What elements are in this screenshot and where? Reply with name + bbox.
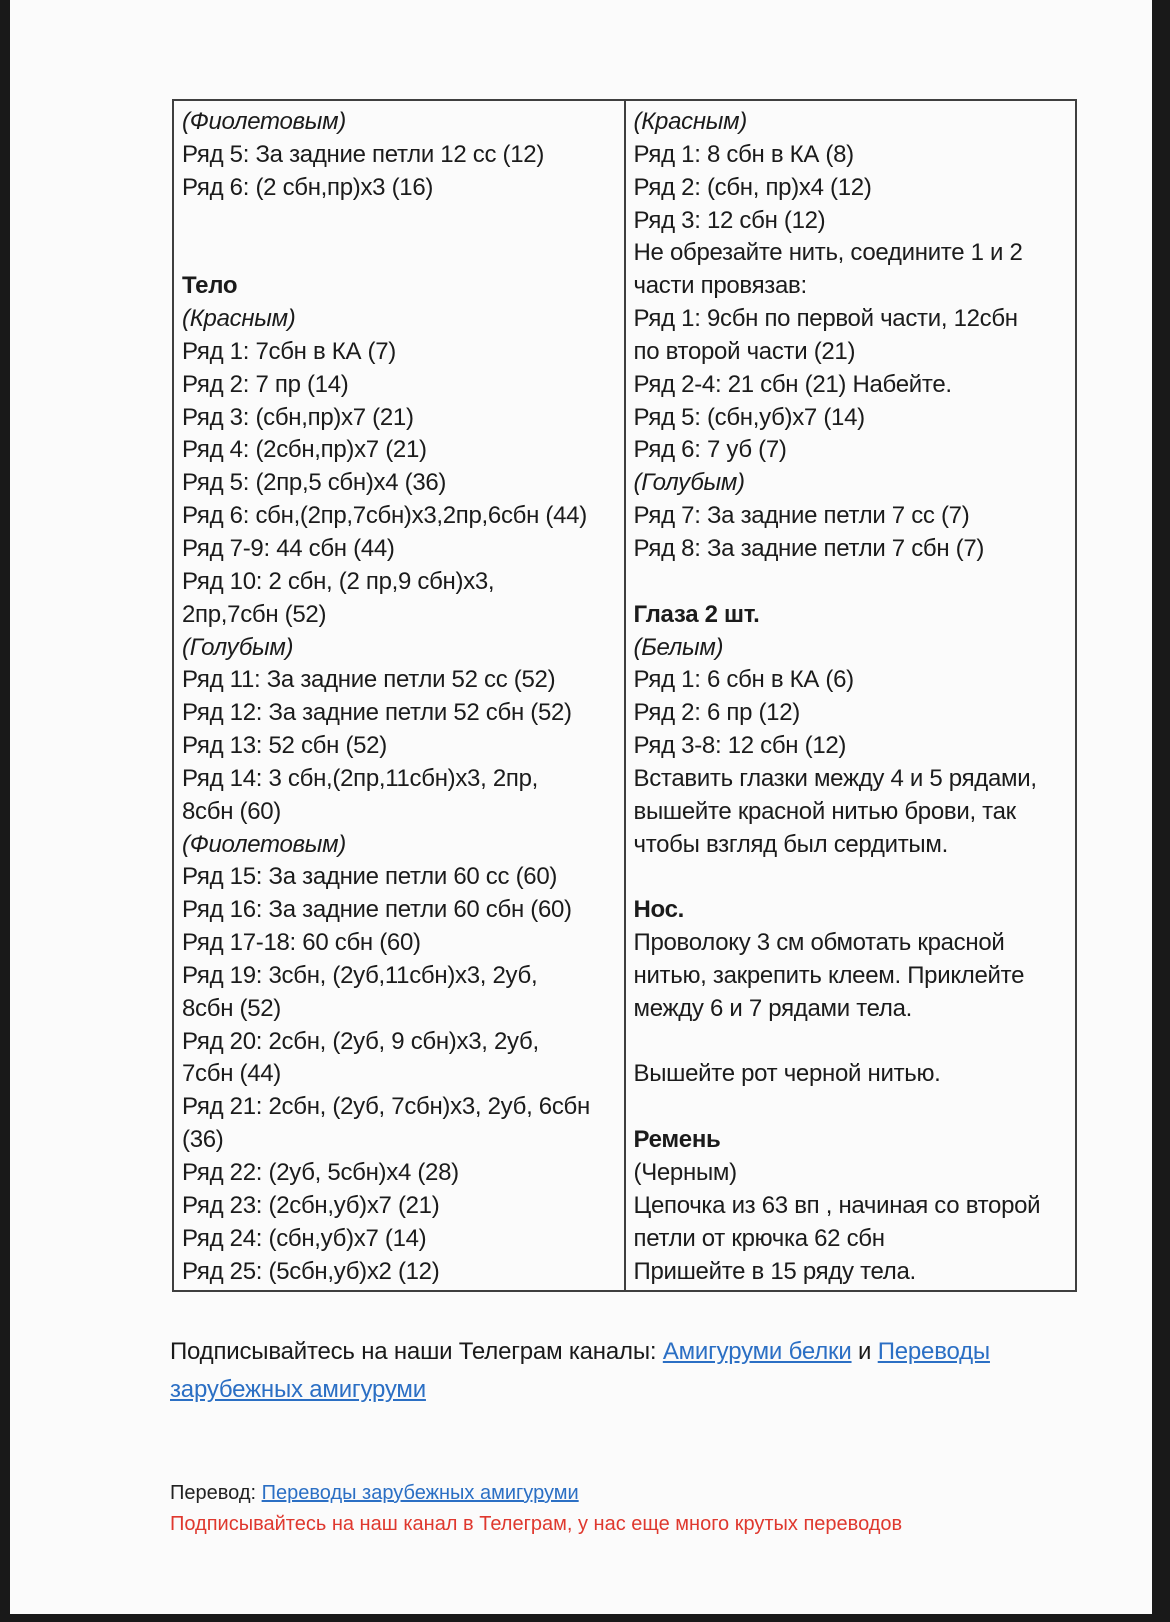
pattern-line: (Красным) (182, 305, 296, 333)
footer-subscribe-text: Подписывайтесь на наши Телеграм каналы: (170, 1338, 663, 1365)
translation-label: Перевод: (170, 1482, 262, 1504)
pattern-line: Ряд 21: 2сбн, (2уб, 7сбн)х3, 2уб, 6сбн (182, 1093, 590, 1121)
pattern-line: Ряд 3: (сбн,пр)х7 (21) (182, 403, 414, 431)
pattern-line: Глаза 2 шт. (633, 600, 760, 628)
pattern-line: Ряд 10: 2 сбн, (2 пр,9 сбн)х3, (182, 567, 495, 595)
pattern-line: Не обрезайте нить, соедините 1 и 2 (633, 239, 1023, 267)
pattern-line: (Голубым) (633, 469, 746, 497)
promo-text: Подписывайтесь на наш канал в Телеграм, … (170, 1513, 903, 1535)
pattern-table-left-cell: (Фиолетовым) Ряд 5: За задние петли 12 с… (174, 101, 624, 1290)
left-edge-bar (0, 0, 10, 1622)
pattern-line: Ряд 23: (2сбн,уб)х7 (21) (182, 1191, 440, 1219)
pattern-line: (Белым) (633, 633, 724, 661)
pattern-line: чтобы взгляд был сердитым. (633, 830, 949, 858)
pattern-line: 8сбн (60) (182, 797, 281, 825)
pattern-line: (Фиолетовым) (182, 108, 346, 135)
pattern-line (182, 205, 620, 238)
pattern-line: Ряд 25: (5сбн,уб)х2 (12) (182, 1257, 440, 1285)
pattern-line: Вставить глазки между 4 и 5 рядами, (633, 764, 1038, 792)
pattern-line: Ряд 2: 6 пр (12) (633, 699, 801, 727)
pattern-line: Ряд 7: За задние петли 7 сс (7) (633, 502, 970, 530)
pattern-line: Ряд 6: 7 уб (7) (633, 436, 787, 464)
pattern-line: по второй части (21) (633, 337, 856, 365)
pattern-line: петли от крючка 62 сбн (633, 1224, 886, 1252)
translation-line: Перевод: Переводы зарубежных амигуруми (170, 1480, 579, 1506)
pattern-line (634, 861, 1072, 894)
pattern-table: (Фиолетовым) Ряд 5: За задние петли 12 с… (172, 99, 1077, 1292)
pattern-line: Ряд 3-8: 12 сбн (12) (633, 732, 847, 760)
pattern-line: Ряд 22: (2уб, 5сбн)х4 (28) (182, 1159, 459, 1186)
pattern-line: Ряд 6: сбн,(2пр,7сбн)х3,2пр,6сбн (44) (182, 502, 587, 530)
footer-subscribe-line: Подписывайтесь на наши Телеграм каналы: … (170, 1333, 1032, 1409)
pattern-line: Ряд 1: 7сбн в КА (7) (182, 337, 396, 365)
pattern-line: вышейте красной нитью брови, так (633, 797, 1017, 825)
pattern-line: Ряд 15: За задние петли 60 сс (60) (182, 863, 558, 891)
pattern-line: (Голубым) (182, 633, 294, 661)
pattern-line: 8сбн (52) (182, 994, 281, 1022)
pattern-line: Ряд 24: (сбн,уб)х7 (14) (182, 1224, 427, 1252)
pattern-line: Ряд 8: За задние петли 7 сбн (7) (633, 534, 985, 562)
pattern-line: Ряд 12: За задние петли 52 сбн (52) (182, 699, 572, 727)
pattern-line (634, 1026, 1072, 1059)
pattern-line: Ряд 2: (сбн, пр)х4 (12) (633, 173, 872, 201)
pattern-line: Ряд 1: 8 сбн в КА (8) (633, 140, 855, 168)
pattern-line: Цепочка из 63 вп , начиная со второй (633, 1191, 1041, 1219)
pattern-line: (Черным) (633, 1159, 738, 1186)
footer-conjunction: и (851, 1338, 878, 1365)
pattern-line (634, 566, 1072, 599)
pattern-line: Ряд 5: За задние петли 12 сс (12) (182, 140, 545, 168)
pattern-line: Нос. (633, 896, 685, 924)
telegram-link-perevody-zarubezhnyh[interactable]: Переводы зарубежных амигуруми (170, 1338, 990, 1403)
pattern-line: части провязав: (633, 272, 808, 300)
pattern-line (634, 1091, 1072, 1124)
telegram-link-amigurumi-belki[interactable]: Амигуруми белки (662, 1338, 852, 1365)
pattern-line: 7сбн (44) (182, 1060, 281, 1088)
pattern-line: Ряд 2: 7 пр (14) (182, 370, 349, 398)
pattern-line: Ряд 16: За задние петли 60 сбн (60) (182, 896, 572, 924)
pattern-line: Ремень (633, 1126, 721, 1154)
pattern-line: Тело (182, 272, 238, 300)
right-edge-bar (1152, 0, 1170, 1622)
pattern-line: (36) (182, 1126, 224, 1154)
pattern-line: Проволоку 3 см обмотать красной (633, 929, 1005, 957)
pattern-line: Ряд 1: 9сбн по первой части, 12сбн (633, 305, 1019, 333)
pattern-line: Ряд 20: 2сбн, (2уб, 9 сбн)х3, 2уб, (182, 1027, 539, 1055)
pattern-line: Ряд 4: (2сбн,пр)х7 (21) (182, 436, 427, 464)
pattern-line: Ряд 2-4: 21 сбн (21) Набейте. (633, 370, 953, 398)
bottom-edge-bar (0, 1614, 1170, 1622)
pattern-line: Ряд 11: За задние петли 52 сс (52) (182, 666, 556, 694)
pattern-line: Ряд 1: 6 сбн в КА (6) (633, 666, 855, 694)
pattern-line: (Красным) (633, 108, 748, 135)
pattern-line: Вышейте рот черной нитью. (633, 1060, 941, 1088)
pattern-line: Ряд 3: 12 сбн (12) (633, 206, 826, 234)
pattern-line: (Фиолетовым) (182, 830, 346, 858)
pattern-line: нитью, закрепить клеем. Приклейте (633, 961, 1025, 989)
pattern-line: Ряд 6: (2 сбн,пр)х3 (16) (182, 173, 434, 201)
pattern-line: Ряд 7-9: 44 сбн (44) (182, 534, 395, 562)
pattern-line: 2пр,7сбн (52) (182, 600, 327, 628)
translation-channel-link[interactable]: Переводы зарубежных амигуруми (261, 1482, 579, 1504)
pattern-line: Пришейте в 15 ряду тела. (633, 1257, 917, 1285)
pattern-line: Ряд 5: (2пр,5 сбн)х4 (36) (182, 469, 447, 497)
pattern-table-right-cell: (Красным) Ряд 1: 8 сбн в КА (8) Ряд 2: (… (623, 101, 1076, 1290)
pattern-line: Ряд 17-18: 60 сбн (60) (182, 929, 421, 957)
pattern-line: Ряд 5: (сбн,уб)х7 (14) (633, 403, 866, 431)
pattern-line: между 6 и 7 рядами тела. (633, 994, 913, 1022)
pattern-line: Ряд 19: 3сбн, (2уб,11сбн)х3, 2уб, (182, 961, 538, 989)
pattern-line: Ряд 13: 52 сбн (52) (182, 732, 387, 760)
pattern-line: Ряд 14: 3 сбн,(2пр,11сбн)х3, 2пр, (182, 764, 538, 792)
pattern-line (182, 237, 620, 270)
